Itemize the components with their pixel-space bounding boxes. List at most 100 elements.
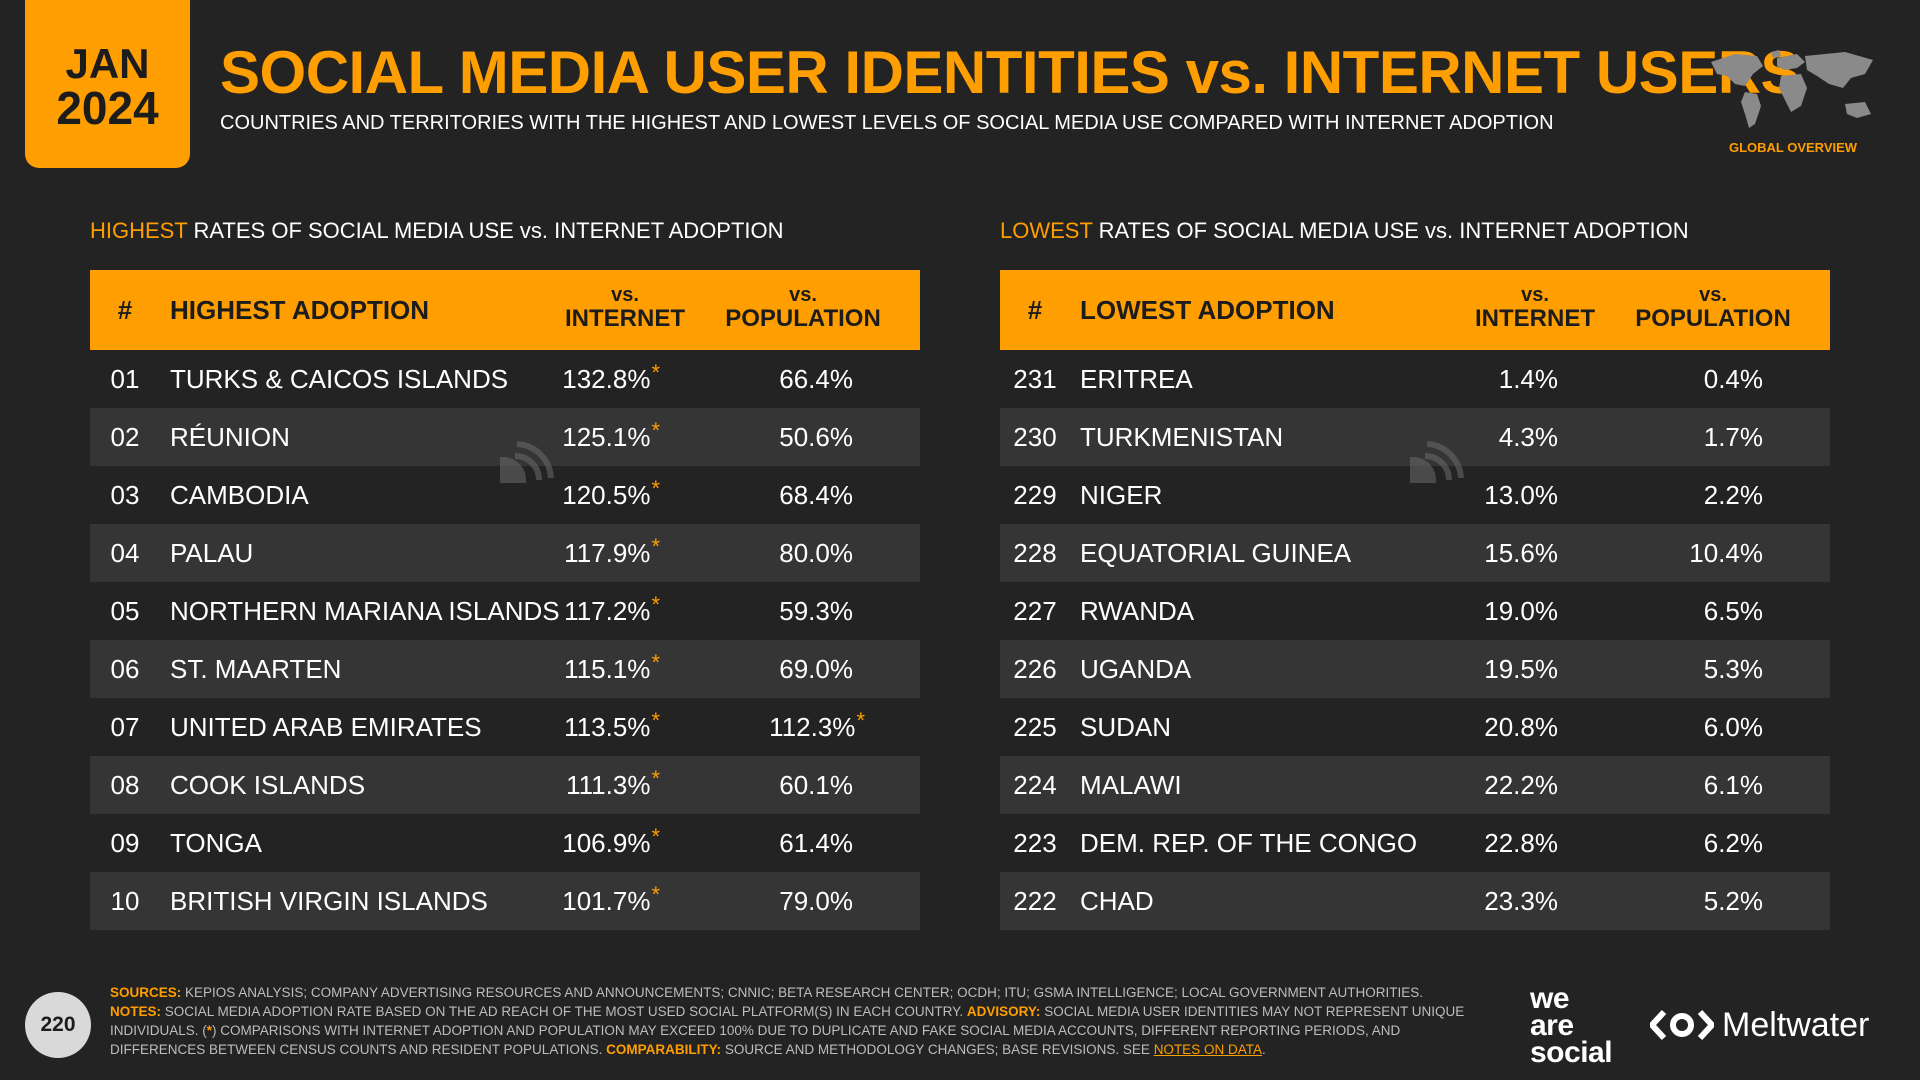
- row-country: TURKS & CAICOS ISLANDS: [170, 364, 509, 394]
- footer-notes: SOURCES: KEPIOS ANALYSIS; COMPANY ADVERT…: [110, 983, 1480, 1059]
- row-vs-internet: 22.2%: [1450, 756, 1570, 814]
- vs-internet-value: 132.8%: [562, 364, 651, 394]
- row-rank: 04: [110, 538, 140, 568]
- row-country: UNITED ARAB EMIRATES: [170, 712, 482, 742]
- notes-key: NOTES:: [110, 1004, 162, 1019]
- row-vs-population: 1.7%: [1610, 408, 1775, 466]
- vs-population-value: 6.1%: [1703, 770, 1763, 800]
- row-country: SUDAN: [1080, 712, 1172, 742]
- table-row: 09 TONGA 106.9%* 61.4%: [90, 814, 920, 872]
- row-vs-population: 69.0%: [700, 640, 865, 698]
- comparability-key: COMPARABILITY:: [606, 1042, 722, 1057]
- row-rank: 230: [1013, 422, 1057, 452]
- lowest-title-highlight: LOWEST: [1000, 218, 1093, 243]
- row-vs-internet: 115.1%*: [540, 640, 660, 700]
- row-country: UGANDA: [1080, 654, 1192, 684]
- vs-population-value: 66.4%: [779, 364, 853, 394]
- row-rank: 02: [110, 422, 140, 452]
- row-vs-population: 79.0%: [700, 872, 865, 930]
- row-country: EQUATORIAL GUINEA: [1080, 538, 1352, 568]
- we-are-social-logo: we are social: [1530, 984, 1613, 1069]
- asterisk-mark: *: [651, 708, 660, 733]
- row-vs-population: 112.3%*: [700, 698, 865, 758]
- vs-internet-value: 120.5%: [562, 480, 651, 510]
- table-row: 03 CAMBODIA 120.5%* 68.4%: [90, 466, 920, 524]
- highest-title-highlight: HIGHEST: [90, 218, 188, 243]
- row-rank: 09: [110, 828, 140, 858]
- asterisk-mark: *: [856, 708, 865, 733]
- row-vs-population: 2.2%: [1610, 466, 1775, 524]
- row-vs-population: 6.2%: [1610, 814, 1775, 872]
- advisory-text-2: ) COMPARISONS WITH INTERNET ADOPTION AND…: [110, 1023, 1401, 1057]
- table-row: 10 BRITISH VIRGIN ISLANDS 101.7%* 79.0%: [90, 872, 920, 930]
- row-vs-population: 5.2%: [1610, 872, 1775, 930]
- row-vs-population: 80.0%: [700, 524, 865, 582]
- notes-on-data-link[interactable]: NOTES ON DATA: [1153, 1042, 1262, 1057]
- row-country: CAMBODIA: [170, 480, 309, 510]
- logo-line-social: social: [1530, 1036, 1613, 1069]
- row-rank: 10: [110, 886, 140, 916]
- vs-internet-value: 23.3%: [1484, 886, 1558, 916]
- header-name: LOWEST ADOPTION: [1080, 294, 1335, 325]
- vs-population-value: 69.0%: [779, 654, 853, 684]
- row-rank: 07: [110, 712, 140, 742]
- table-row: 02 RÉUNION 125.1%* 50.6%: [90, 408, 920, 466]
- sources-key: SOURCES:: [110, 985, 182, 1000]
- row-rank: 222: [1013, 886, 1057, 916]
- row-country: RWANDA: [1080, 596, 1195, 626]
- row-country: ERITREA: [1080, 364, 1193, 394]
- row-vs-internet: 4.3%: [1450, 408, 1570, 466]
- header-num: #: [1027, 294, 1043, 325]
- header-vs-label: vs.: [611, 284, 639, 306]
- table-row: 225 SUDAN 20.8% 6.0%: [1000, 698, 1830, 756]
- row-vs-population: 0.4%: [1610, 350, 1775, 408]
- row-vs-internet: 23.3%: [1450, 872, 1570, 930]
- row-country: RÉUNION: [170, 422, 290, 452]
- asterisk-mark: *: [651, 650, 660, 675]
- asterisk-mark: *: [651, 360, 660, 385]
- vs-internet-value: 113.5%: [564, 712, 651, 742]
- row-rank: 227: [1013, 596, 1057, 626]
- header-vs-label: vs.: [1699, 284, 1727, 306]
- row-vs-population: 10.4%: [1610, 524, 1775, 582]
- advisory-star: *: [206, 1023, 213, 1038]
- vs-internet-value: 1.4%: [1498, 364, 1558, 394]
- vs-population-value: 50.6%: [779, 422, 853, 452]
- asterisk-mark: *: [651, 824, 660, 849]
- vs-population-value: 60.1%: [779, 770, 853, 800]
- advisory-key: ADVISORY:: [966, 1004, 1041, 1019]
- row-vs-internet: 22.8%: [1450, 814, 1570, 872]
- asterisk-mark: *: [651, 418, 660, 443]
- row-vs-population: 6.5%: [1610, 582, 1775, 640]
- row-vs-population: 6.0%: [1610, 698, 1775, 756]
- header-vs-internet: vs. INTERNET: [540, 284, 710, 332]
- vs-internet-value: 15.6%: [1484, 538, 1558, 568]
- vs-internet-value: 115.1%: [564, 654, 651, 684]
- table-row: 08 COOK ISLANDS 111.3%* 60.1%: [90, 756, 920, 814]
- header-population-label: POPULATION: [1635, 305, 1791, 332]
- highest-table: # HIGHEST ADOPTION vs. INTERNET vs. POPU…: [90, 270, 920, 930]
- table-row: 01 TURKS & CAICOS ISLANDS 132.8%* 66.4%: [90, 350, 920, 408]
- row-rank: 226: [1013, 654, 1057, 684]
- vs-internet-value: 111.3%: [566, 770, 651, 800]
- vs-population-value: 61.4%: [779, 828, 853, 858]
- date-month: JAN: [65, 40, 150, 87]
- vs-internet-value: 22.8%: [1484, 828, 1558, 858]
- row-rank: 05: [110, 596, 140, 626]
- header-population-label: POPULATION: [725, 305, 881, 332]
- row-rank: 08: [110, 770, 140, 800]
- header-vs-label: vs.: [1521, 284, 1549, 306]
- row-vs-population: 68.4%: [700, 466, 865, 524]
- vs-internet-value: 117.2%: [564, 596, 651, 626]
- asterisk-mark: *: [651, 534, 660, 559]
- row-rank: 224: [1013, 770, 1057, 800]
- vs-internet-value: 4.3%: [1498, 422, 1558, 452]
- row-vs-population: 50.6%: [700, 408, 865, 466]
- row-vs-internet: 117.2%*: [540, 582, 660, 642]
- row-country: PALAU: [170, 538, 254, 568]
- vs-internet-value: 20.8%: [1484, 712, 1558, 742]
- section-label: GLOBAL OVERVIEW: [1728, 140, 1858, 155]
- footer-end: .: [1261, 1042, 1266, 1057]
- comparability-text: SOURCE AND METHODOLOGY CHANGES; BASE REV…: [721, 1042, 1154, 1057]
- header-internet-label: INTERNET: [565, 305, 685, 332]
